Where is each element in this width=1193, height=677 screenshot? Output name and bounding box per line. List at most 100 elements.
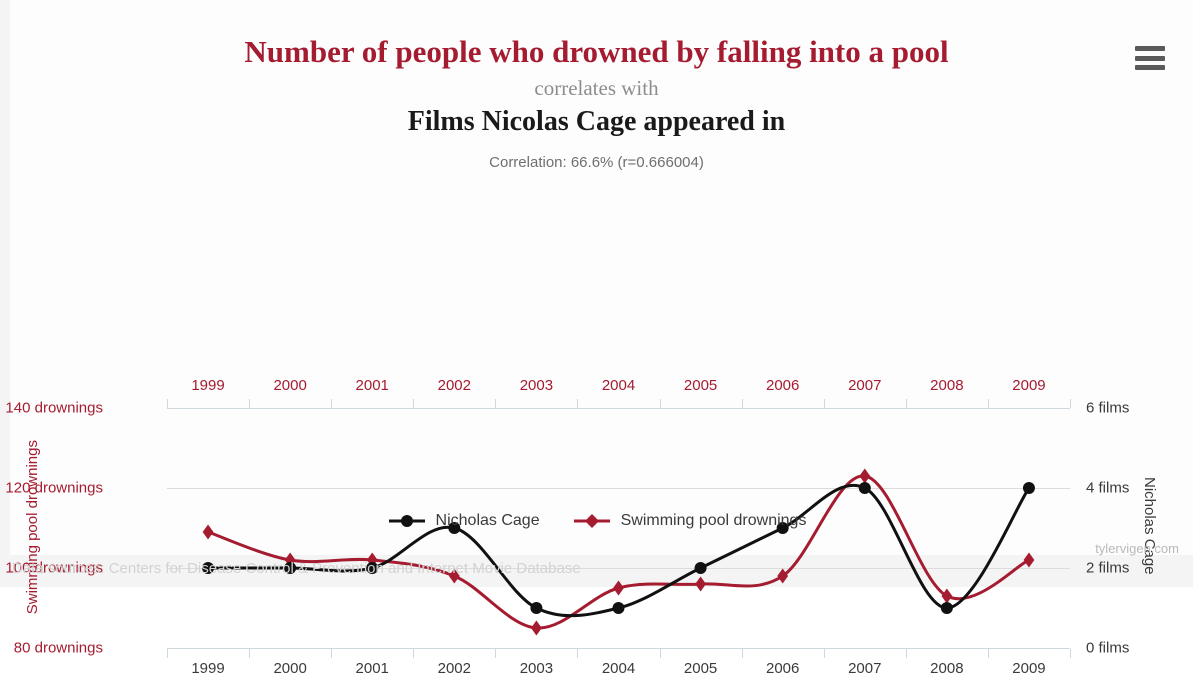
data-point-diamond[interactable] (613, 580, 624, 596)
x-label-bottom-2007: 2007 (848, 660, 882, 677)
chart-title-primary: Number of people who drowned by falling … (244, 34, 949, 69)
x-label-bottom-2009: 2009 (1012, 660, 1046, 677)
x-axis-top-rule (167, 408, 1070, 409)
y-label-right-4: 4 films (1086, 479, 1130, 497)
x-tick-bottom (577, 649, 579, 658)
y-label-right-6: 6 films (1086, 399, 1130, 417)
data-point-circle[interactable] (694, 562, 707, 574)
x-tick-bottom (1070, 649, 1071, 658)
y-label-right-2: 2 films (1086, 559, 1130, 577)
x-label-top-2004: 2004 (601, 377, 636, 394)
x-label-bottom-2008: 2008 (930, 660, 964, 677)
y-label-left-80: 80 drownings (13, 639, 103, 657)
x-label-bottom-2005: 2005 (683, 660, 718, 677)
legend-circle-marker-icon (388, 515, 425, 527)
legend-label-drownings: Swimming pool drownings (620, 512, 807, 529)
y-label-left-120: 120 drownings (5, 479, 103, 497)
x-label-bottom-2006: 2006 (765, 660, 800, 677)
data-point-diamond[interactable] (695, 576, 706, 592)
x-label-top-1999: 1999 (191, 377, 225, 394)
x-tick-top (577, 399, 579, 408)
x-label-bottom-1999: 1999 (191, 660, 225, 677)
x-tick-bottom (905, 649, 907, 658)
x-tick-bottom (167, 649, 168, 658)
data-point-circle[interactable] (1022, 482, 1035, 494)
x-label-top-2009: 2009 (1012, 377, 1046, 394)
data-point-diamond[interactable] (1023, 552, 1035, 568)
x-axis-bottom-rule (167, 648, 1070, 649)
series-line (206, 484, 1031, 618)
x-label-top-2006: 2006 (765, 377, 800, 394)
legend-label-cage: Nicholas Cage (435, 512, 540, 529)
data-sources-text: Data sources: Centers for Disease Contro… (12, 560, 581, 577)
x-tick-top (741, 399, 743, 408)
menu-bar-1 (1135, 46, 1165, 51)
data-point-circle[interactable] (776, 522, 789, 534)
chart-canvas: 1999 2000 2001 2002 2003 2004 2005 2006 2007 2008… (0, 185, 1193, 677)
x-tick-top (823, 399, 825, 408)
x-tick-bottom (331, 649, 333, 658)
data-point-diamond[interactable] (777, 568, 789, 584)
data-point-diamond[interactable] (859, 468, 871, 484)
data-point-diamond[interactable] (531, 620, 542, 636)
data-point-circle[interactable] (530, 602, 543, 614)
x-tick-bottom (249, 649, 251, 658)
x-label-bottom-2004: 2004 (601, 660, 636, 677)
x-label-bottom-2001: 2001 (355, 660, 389, 677)
legend-item-drownings[interactable]: Swimming pool drownings (572, 512, 807, 530)
x-tick-bottom (987, 649, 989, 658)
x-label-top-2005: 2005 (683, 377, 718, 394)
series-line (206, 474, 1031, 630)
data-point-circle[interactable] (448, 522, 461, 534)
data-point-circle[interactable] (202, 562, 215, 574)
menu-bar-2 (1135, 55, 1165, 61)
site-watermark: tylervigen.com (1095, 541, 1179, 556)
x-label-bottom-2000: 2000 (273, 660, 307, 677)
x-label-top-2001: 2001 (355, 377, 389, 394)
x-tick-bottom (659, 649, 661, 658)
x-label-bottom-2003: 2003 (519, 660, 554, 677)
x-tick-bottom (741, 649, 743, 658)
menu-bar-3 (1135, 65, 1165, 70)
data-point-diamond[interactable] (941, 588, 953, 604)
gridline (167, 488, 1070, 489)
x-tick-top (331, 399, 333, 408)
data-point-circle[interactable] (940, 602, 953, 614)
correlation-value: Correlation: 66.6% (r=0.666004) (489, 154, 704, 171)
x-tick-bottom (823, 649, 825, 658)
data-point-circle[interactable] (612, 602, 625, 614)
x-tick-top (987, 399, 989, 408)
chart-legend: Nicholas Cage Swimming pool drownings (0, 512, 1193, 530)
legend-item-cage[interactable]: Nicholas Cage (387, 512, 540, 530)
x-tick-top (659, 399, 661, 408)
x-label-top-2002: 2002 (437, 377, 471, 394)
series-cage (202, 482, 1035, 618)
data-point-circle[interactable] (366, 562, 379, 574)
data-point-circle[interactable] (284, 562, 297, 574)
y-label-right-0: 0 films (1086, 639, 1130, 657)
data-point-diamond[interactable] (202, 524, 214, 540)
chart-title-secondary: Films Nicolas Cage appeared in (407, 106, 786, 137)
x-tick-top (167, 399, 168, 408)
x-tick-bottom (413, 649, 415, 658)
left-edge-tint (0, 0, 10, 587)
data-point-diamond[interactable] (448, 568, 460, 584)
x-label-top-2008: 2008 (930, 377, 964, 394)
x-tick-top (249, 399, 251, 408)
chart-title-block: Number of people who drowned by falling … (0, 30, 1193, 171)
hamburger-menu-icon[interactable] (1135, 46, 1165, 70)
x-label-top-2007: 2007 (848, 377, 882, 394)
chart-title-connector: correlates with (534, 76, 659, 100)
legend-diamond-marker-icon (573, 514, 610, 528)
y-label-left-100: 100 drownings (5, 559, 103, 577)
x-tick-top (413, 399, 415, 408)
x-tick-top (905, 399, 907, 408)
gridline (167, 568, 1070, 569)
data-point-circle[interactable] (858, 482, 871, 494)
x-tick-bottom (495, 649, 497, 658)
x-tick-top (495, 399, 497, 408)
bottom-edge-tint (0, 555, 1193, 587)
x-label-bottom-2002: 2002 (437, 660, 471, 677)
x-label-top-2003: 2003 (519, 377, 554, 394)
